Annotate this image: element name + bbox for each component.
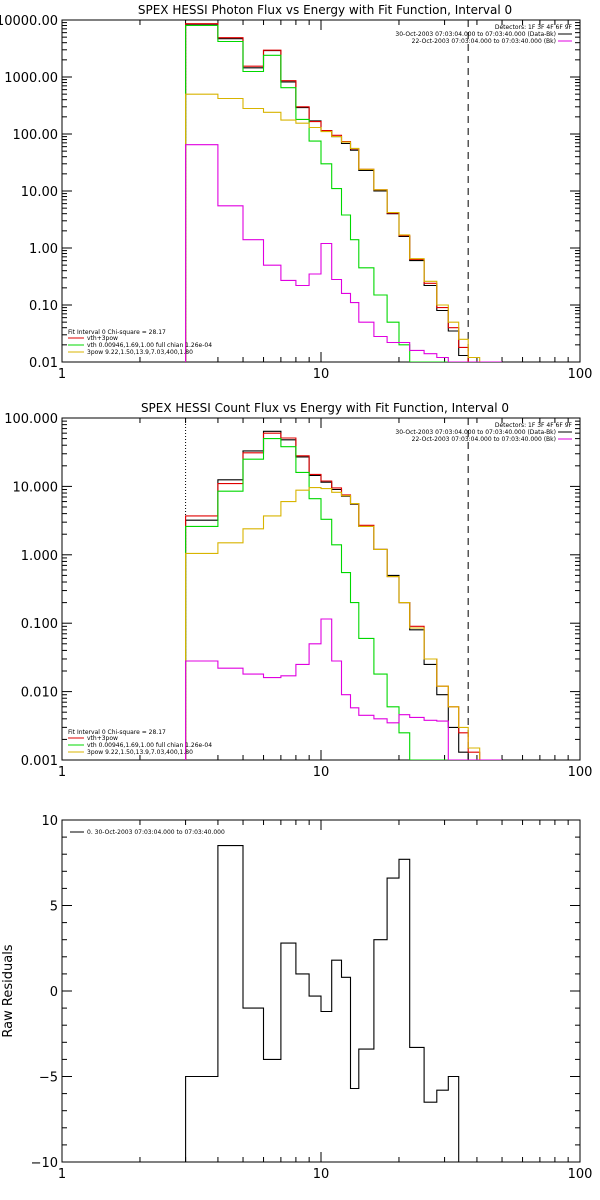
count-plot-frame (61, 417, 581, 761)
count-fit-red-label: vth+3pow (87, 735, 118, 742)
photon-fit-red-label: vth+3pow (87, 335, 118, 342)
photon-x-tick-label: 1 (58, 367, 66, 382)
residuals-x-tick-label: 100 (568, 1167, 593, 1182)
count-fit-green-label: vth 0.00946,1.69,1.00 full chian 1.26e-0… (87, 742, 212, 749)
count-legend-bk-entry: 22-Oct-2003 07:03:04.000 to 07:03:40.000… (412, 436, 556, 443)
count-fit-yellow-label: 3pow 9.22,1.50,13.9,7.03,400,1.80 (87, 749, 193, 756)
photon-plot-frame (61, 19, 581, 363)
count-y-tick-label: 1.000 (21, 549, 58, 564)
count-series-green (185, 438, 502, 760)
residuals-x-tick-label: 10 (313, 1167, 330, 1182)
residuals-plot-frame (61, 819, 581, 1163)
residuals-series (185, 845, 460, 1162)
photon-x-tick-label: 100 (568, 367, 593, 382)
photon-series-yellow (185, 93, 502, 362)
count-chart-title: SPEX HESSI Count Flux vs Energy with Fit… (141, 401, 509, 415)
residuals-y-tick-label: 0 (50, 985, 58, 1000)
count-series-magenta (185, 618, 502, 760)
photon-series-red (185, 23, 502, 362)
residuals-y-axis-label: Raw Residuals (1, 944, 16, 1037)
count-y-tick-label: 0.001 (21, 754, 58, 769)
photon-legend-header: Detectors: 1F 3F 4F 6F 9F (495, 24, 573, 31)
residuals-axes: 1 10 100 10 5 0 −5 −10 (31, 814, 593, 1182)
residuals-series-black (185, 845, 460, 1162)
count-legend-bottom-left: Fit Interval 0 Chi-square = 28.17 vth+3p… (68, 729, 212, 756)
residuals-legend: 0. 30-Oct-2003 07:03:04.000 to 07:03:40.… (70, 829, 225, 836)
count-x-tick-label: 1 (58, 765, 66, 780)
count-y-tick-label: 0.010 (21, 686, 58, 701)
count-series-red (185, 432, 502, 760)
photon-series-green (185, 24, 502, 362)
count-y-tick-label: 100.000 (4, 412, 58, 427)
count-series-black (185, 430, 502, 760)
residuals-legend-label: 0. 30-Oct-2003 07:03:04.000 to 07:03:40.… (87, 829, 225, 836)
photon-legend-bk-entry: 22-Oct-2003 07:03:04.000 to 07:03:40.000… (412, 38, 556, 45)
photon-y-tick-label: 10000.00 (0, 14, 58, 29)
count-y-tick-label: 0.100 (21, 617, 58, 632)
count-y-tick-label: 10.000 (13, 480, 59, 495)
count-fit-header: Fit Interval 0 Chi-square = 28.17 (68, 729, 166, 736)
count-legend-header: Detectors: 1F 3F 4F 6F 9F (495, 422, 573, 429)
photon-chart-title: SPEX HESSI Photon Flux vs Energy with Fi… (138, 3, 512, 17)
photon-axes: 1 10 100 10000.00 1000.00 100.00 10.00 1.00 0.10… (0, 14, 592, 382)
count-series (185, 430, 502, 760)
photon-flux-panel: SPEX HESSI Photon Flux vs Energy with Fi… (0, 3, 592, 382)
photon-fit-header: Fit Interval 0 Chi-square = 28.17 (68, 329, 166, 336)
photon-y-tick-label: 1.00 (29, 242, 58, 257)
photon-y-tick-label: 1000.00 (4, 71, 58, 86)
photon-fit-green-label: vth 0.00946,1.69,1.00 full chian 1.26e-0… (87, 342, 212, 349)
photon-y-tick-label: 0.10 (29, 299, 58, 314)
photon-fit-yellow-label: 3pow 9.22,1.50,13.9,7.03,400,1.80 (87, 349, 193, 356)
residuals-y-tick-label: 10 (41, 814, 58, 829)
count-series-yellow (185, 487, 502, 760)
count-axes: 1 10 100 100.000 10.000 1.000 0.100 0.010 0.001 (4, 412, 592, 780)
residuals-x-tick-label: 1 (58, 1167, 66, 1182)
residuals-y-tick-label: 5 (50, 900, 58, 915)
count-legend-data-entry: 30-Oct-2003 07:03:04.000 to 07:03:40.000… (395, 429, 556, 436)
count-x-tick-label: 100 (568, 765, 593, 780)
photon-legend-data-entry: 30-Oct-2003 07:03:04.000 to 07:03:40.000… (395, 31, 556, 38)
photon-y-tick-label: 10.00 (21, 185, 58, 200)
residuals-y-tick-label: −10 (31, 1156, 58, 1171)
count-legend-top-right: Detectors: 1F 3F 4F 6F 9F 30-Oct-2003 07… (395, 422, 572, 443)
residuals-y-tick-label: −5 (39, 1071, 58, 1086)
photon-series (185, 23, 502, 362)
photon-legend-top-right: Detectors: 1F 3F 4F 6F 9F 30-Oct-2003 07… (395, 24, 572, 45)
photon-series-black (185, 24, 502, 362)
count-flux-panel: SPEX HESSI Count Flux vs Energy with Fit… (4, 401, 592, 780)
residuals-panel: 1 10 100 10 5 0 −5 −10 Raw Residuals 0. 30-Oct-… (1, 814, 592, 1182)
count-x-tick-label: 10 (313, 765, 330, 780)
photon-legend-bottom-left: Fit Interval 0 Chi-square = 28.17 vth+3p… (68, 329, 212, 356)
photon-y-tick-label: 0.01 (29, 356, 58, 371)
photon-x-tick-label: 10 (313, 367, 330, 382)
photon-y-tick-label: 100.00 (13, 128, 59, 143)
photon-series-magenta (185, 144, 502, 362)
